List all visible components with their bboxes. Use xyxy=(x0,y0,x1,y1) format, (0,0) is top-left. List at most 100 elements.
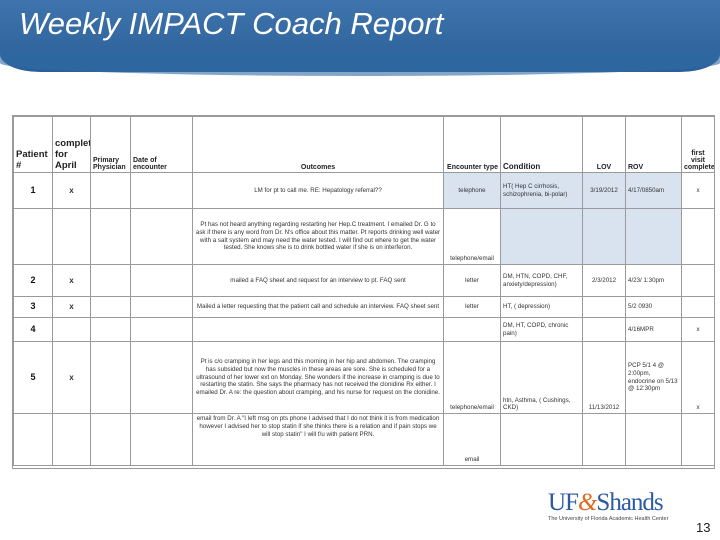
first-visit-cell xyxy=(681,264,714,297)
lov-cell: 11/13/2012 xyxy=(582,341,626,414)
logo-ampersand: & xyxy=(577,489,597,516)
condition-cell: HT, ( depression) xyxy=(500,296,583,318)
first-visit-cell xyxy=(681,296,714,318)
rov-cell: 4/23/ 1:30pm xyxy=(625,264,682,297)
lov-cell xyxy=(582,208,626,265)
lov-cell xyxy=(582,317,626,342)
header-date: Date of encounter xyxy=(130,116,193,173)
completed-mark xyxy=(52,208,91,265)
header-first-visit: first visit completed xyxy=(681,116,714,173)
rov-cell xyxy=(625,413,682,466)
table-row: 2 x mailed a FAQ sheet and request for a… xyxy=(13,264,714,297)
logo-tagline: The University of Florida Academic Healt… xyxy=(548,516,669,522)
physician-cell xyxy=(90,172,131,209)
rov-cell xyxy=(625,208,682,265)
lov-cell: 3/19/2012 xyxy=(582,172,626,209)
patient-number xyxy=(13,208,53,265)
completed-mark xyxy=(52,317,91,342)
completed-mark: x xyxy=(52,172,91,209)
encounter-cell: letter xyxy=(443,264,501,297)
rov-cell: 4/17/0850am xyxy=(625,172,682,209)
header-outcomes: Outcomes xyxy=(192,116,444,173)
header-encounter-type: Encounter type xyxy=(443,116,501,173)
lov-cell: 2/3/2012 xyxy=(582,264,626,297)
first-visit-cell xyxy=(681,208,714,265)
lov-cell xyxy=(582,296,626,318)
first-visit-cell xyxy=(681,413,714,466)
logo-uf: UF xyxy=(548,489,579,516)
physician-cell xyxy=(90,413,131,466)
physician-cell xyxy=(90,317,131,342)
patient-number: 4 xyxy=(13,317,53,342)
date-cell xyxy=(130,317,193,342)
rov-cell: PCP 5/1 4 @ 2:00pm, endocrine on 5/13 @ … xyxy=(625,341,682,414)
header-physician: Primary Physician xyxy=(90,116,131,173)
table-row: 3 x Mailed a letter requesting that the … xyxy=(13,296,714,318)
physician-cell xyxy=(90,296,131,318)
patient-number: 1 xyxy=(13,172,53,209)
encounter-cell xyxy=(443,317,501,342)
encounter-cell: telephone xyxy=(443,172,501,209)
table-row: Pt has not heard anything regarding rest… xyxy=(13,208,714,265)
rov-cell: 5/2 0930 xyxy=(625,296,682,318)
date-cell xyxy=(130,341,193,414)
completed-mark: x xyxy=(52,296,91,318)
report-table: Patient # completed for April Primary Ph… xyxy=(13,116,714,466)
encounter-cell: letter xyxy=(443,296,501,318)
rov-cell: 4/16MPR xyxy=(625,317,682,342)
outcome-cell: Pt is c/o cramping in her legs and this … xyxy=(192,341,444,414)
outcome-cell: email from Dr. A "I left msg on pts phon… xyxy=(192,413,444,466)
uf-shands-logo: UF&Shands The University of Florida Acad… xyxy=(548,489,700,522)
header-row: Patient # completed for April Primary Ph… xyxy=(13,116,714,173)
outcome-cell xyxy=(192,317,444,342)
table-row: 4 DM, HT, COPD, chronic pain) 4/16MPR x xyxy=(13,317,714,342)
completed-mark: x xyxy=(52,264,91,297)
encounter-cell: email xyxy=(443,413,501,466)
header-completed: completed for April xyxy=(52,116,91,173)
patient-number: 2 xyxy=(13,264,53,297)
page-title: Weekly IMPACT Coach Report xyxy=(19,6,444,41)
encounter-cell: telephone/email xyxy=(443,341,501,414)
physician-cell xyxy=(90,264,131,297)
outcome-cell: mailed a FAQ sheet and request for an in… xyxy=(192,264,444,297)
patient-number: 3 xyxy=(13,296,53,318)
condition-cell: HT( Hep C cirrhosis, schizophrenia, bi-p… xyxy=(500,172,583,209)
outcome-cell: LM for pt to call me. RE: Hepatology ref… xyxy=(192,172,444,209)
condition-cell: htn, Asthma, ( Cushings, CKD) xyxy=(500,341,583,414)
date-cell xyxy=(130,296,193,318)
table-row: 1 x LM for pt to call me. RE: Hepatology… xyxy=(13,172,714,209)
condition-cell xyxy=(500,413,583,466)
physician-cell xyxy=(90,208,131,265)
patient-number: 5 xyxy=(13,341,53,414)
first-visit-cell: x xyxy=(681,341,714,414)
physician-cell xyxy=(90,341,131,414)
outcome-cell: Mailed a letter requesting that the pati… xyxy=(192,296,444,318)
logo-wordmark: UF&Shands xyxy=(548,489,700,516)
header-rov: ROV xyxy=(625,116,682,173)
encounter-cell: telephone/email xyxy=(443,208,501,265)
header-lov: LOV xyxy=(582,116,626,173)
first-visit-cell: x xyxy=(681,317,714,342)
report-table-container: Patient # completed for April Primary Ph… xyxy=(12,115,715,469)
completed-mark xyxy=(52,413,91,466)
lov-cell xyxy=(582,413,626,466)
completed-mark: x xyxy=(52,341,91,414)
condition-cell: DM, HT, COPD, chronic pain) xyxy=(500,317,583,342)
table-row: email from Dr. A "I left msg on pts phon… xyxy=(13,413,714,466)
first-visit-cell: x xyxy=(681,172,714,209)
table-row: 5 x Pt is c/o cramping in her legs and t… xyxy=(13,341,714,414)
date-cell xyxy=(130,208,193,265)
date-cell xyxy=(130,172,193,209)
date-cell xyxy=(130,413,193,466)
title-banner: Weekly IMPACT Coach Report xyxy=(0,0,720,76)
date-cell xyxy=(130,264,193,297)
condition-cell: DM, HTN, COPD, CHF, anxiety/depression) xyxy=(500,264,583,297)
header-patient: Patient # xyxy=(13,116,53,173)
logo-shands: Shands xyxy=(596,489,663,516)
banner-shadow xyxy=(0,50,720,76)
outcome-cell: Pt has not heard anything regarding rest… xyxy=(192,208,444,265)
header-condition: Condition xyxy=(500,116,583,173)
condition-cell xyxy=(500,208,583,265)
page-number: 13 xyxy=(696,520,711,535)
patient-number xyxy=(13,413,53,466)
